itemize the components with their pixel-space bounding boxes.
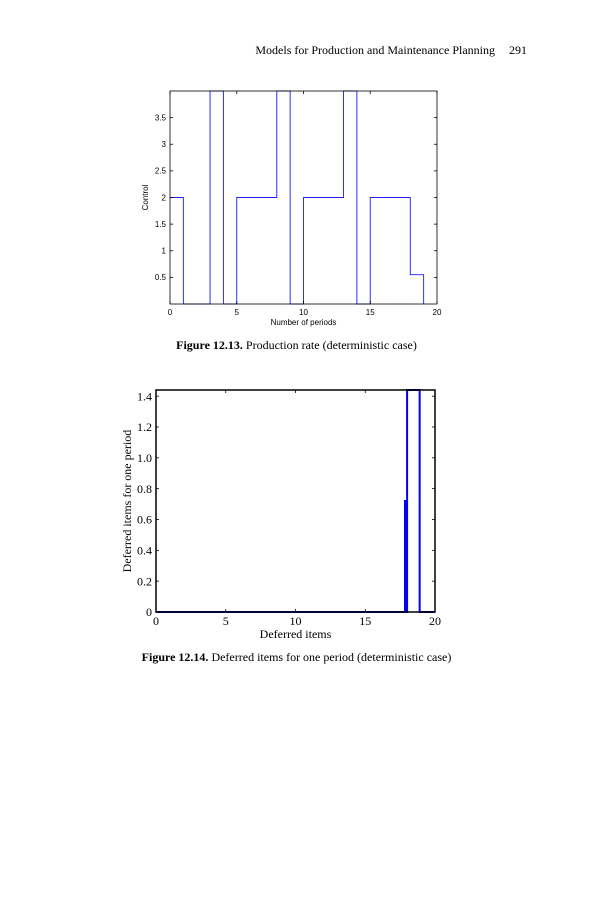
x-tick-label: 0 xyxy=(168,308,173,317)
y-tick-label: 2 xyxy=(162,193,167,202)
y-tick-label: 0.6 xyxy=(137,513,152,527)
y-tick-label: 0.4 xyxy=(137,544,152,558)
plot-frame xyxy=(155,389,436,613)
x-tick-label: 15 xyxy=(366,308,375,317)
x-tick-label: 20 xyxy=(433,308,442,317)
running-title: Models for Production and Maintenance Pl… xyxy=(255,43,495,57)
y-tick-label: 1.5 xyxy=(155,220,167,229)
y-axis-label: Deferred items for one period xyxy=(120,430,134,573)
y-tick-label: 2.5 xyxy=(155,167,167,176)
y-tick-label: 1.0 xyxy=(137,451,152,465)
x-tick-label: 15 xyxy=(359,614,371,628)
x-axis-label: Number of periods xyxy=(271,318,337,327)
y-tick-label: 0.2 xyxy=(137,574,152,588)
x-tick-label: 5 xyxy=(235,308,240,317)
page-number: 291 xyxy=(509,43,527,57)
y-tick-label: 0.8 xyxy=(137,482,152,496)
y-tick-label: 1.2 xyxy=(137,420,152,434)
caption-label: Figure 12.13. xyxy=(176,338,243,352)
y-tick-label: 3.5 xyxy=(155,113,167,122)
y-tick-label: 1.4 xyxy=(137,389,152,403)
x-axis-label: Deferred items xyxy=(260,627,332,641)
x-tick-label: 10 xyxy=(299,308,308,317)
figure-caption-12-13: Figure 12.13. Production rate (determini… xyxy=(0,338,593,353)
deferred-items-chart: 0 5 10 15 20 0 0.2 0.4 0.6 0.8 1.0 1.2 1.4 Deferred i… xyxy=(120,389,441,641)
production-rate-chart: 0 5 10 15 20 0.5 1 1.5 2 2.5 3 3.5 Number of periods… xyxy=(141,90,442,327)
caption-text: Production rate (deterministic case) xyxy=(242,338,417,352)
caption-text: Deferred items for one period (determini… xyxy=(208,650,452,664)
figure-caption-12-14: Figure 12.14. Deferred items for one per… xyxy=(0,650,593,665)
running-header: Models for Production and Maintenance Pl… xyxy=(0,43,527,58)
y-tick-label: 0.5 xyxy=(155,273,167,282)
caption-label: Figure 12.14. xyxy=(141,650,209,664)
y-tick-label: 1 xyxy=(162,247,167,256)
x-tick-label: 10 xyxy=(290,614,302,628)
x-tick-label: 0 xyxy=(153,614,159,628)
x-tick-label: 20 xyxy=(429,614,441,628)
y-tick-label: 0 xyxy=(146,605,152,619)
x-tick-label: 5 xyxy=(223,614,229,628)
y-axis-label: Control xyxy=(141,184,150,210)
data-series-line xyxy=(156,389,435,613)
y-tick-label: 3 xyxy=(162,140,167,149)
